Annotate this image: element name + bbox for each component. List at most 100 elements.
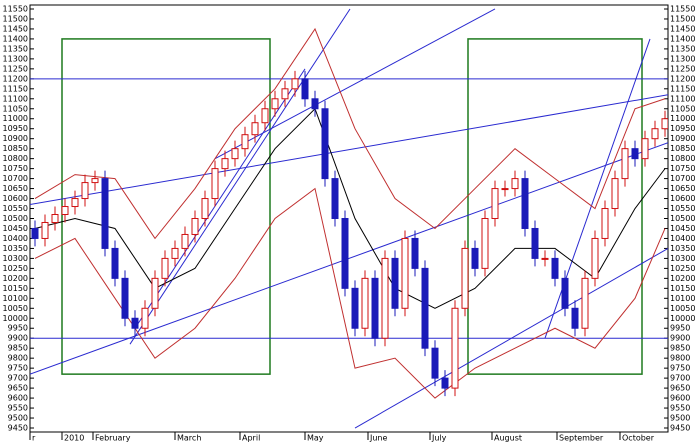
y-tick-label: 10450 [670,224,695,233]
y-tick-label: 11350 [3,44,28,53]
y-tick-label: 11500 [3,14,28,23]
candle-body [281,88,289,100]
y-tick-label: 9900 [8,334,28,343]
candle-body [561,277,569,309]
x-tick-label: June [369,434,388,443]
y-tick-label: 10600 [670,194,695,203]
trend-line [30,94,668,206]
y-tick-label: 10400 [670,234,695,243]
y-tick-label: 11150 [3,84,28,93]
y-tick-label: 9800 [670,354,690,363]
x-tick-label: March [177,434,201,443]
y-tick-label: 10850 [670,144,695,153]
candle-body [261,108,269,124]
overlays [30,8,668,429]
candle-body [351,287,359,329]
candle-body [151,277,159,309]
candle-body [651,128,659,140]
candle-body [481,218,489,269]
y-tick-label: 11450 [3,24,28,33]
y-tick-label: 11400 [670,34,695,43]
candle-body [61,206,69,216]
y-tick-label: 11300 [670,54,695,63]
indicator-line [34,187,666,399]
y-tick-label: 10200 [670,274,695,283]
candle-body [501,188,509,191]
candle-body [331,178,339,220]
indicator-line [34,107,666,309]
y-tick-label: 11450 [670,24,695,33]
y-tick-label: 10750 [670,164,695,173]
y-tick-label: 10650 [670,184,695,193]
trend-line [214,8,496,160]
y-tick-label: 9550 [8,404,28,413]
y-tick-label: 9900 [670,334,690,343]
candle-body [221,158,229,170]
y-tick-label: 10150 [670,284,695,293]
highlight-box [467,38,643,375]
candle-body [631,148,639,160]
y-tick-label: 10450 [3,224,28,233]
y-tick-label: 10800 [3,154,28,163]
candle-body [291,78,299,90]
y-tick-label: 10550 [3,204,28,213]
candle-body [111,247,119,279]
y-tick-label: 10100 [670,294,695,303]
trend-line [30,142,668,375]
y-tick-label: 11500 [670,14,695,23]
y-tick-label: 9800 [8,354,28,363]
y-tick-label: 10700 [670,174,695,183]
candle-body [361,277,369,329]
y-tick-label: 9700 [8,374,28,383]
y-tick-label: 10550 [670,204,695,213]
x-tick-label: 2010 [64,434,84,443]
candle-body [421,267,429,349]
candle-body [511,178,519,190]
y-tick-label: 9950 [670,324,690,333]
y-tick-label: 11000 [3,114,28,123]
y-tick-label: 10150 [3,284,28,293]
y-tick-label: 11350 [670,44,695,53]
y-tick-label: 11300 [3,54,28,63]
x-tick-label: February [95,434,131,443]
y-tick-label: 9450 [670,424,690,433]
candle-body [391,257,399,309]
candle-body [211,168,219,200]
y-tick-label: 11550 [670,4,695,13]
candle-body [521,178,529,229]
x-tick-label: October [622,434,655,443]
candle-body [641,138,649,160]
y-tick-label: 9450 [8,424,28,433]
candle-body [451,307,459,389]
y-tick-label: 11200 [670,74,695,83]
candle-body [371,277,379,339]
candle-body [441,377,449,389]
x-tick-label: April [242,434,260,443]
candle-body [241,134,249,150]
candle-body [401,237,409,309]
y-tick-label: 10800 [670,154,695,163]
y-tick-label: 9650 [670,384,690,393]
y-tick-label: 11050 [3,104,28,113]
candle-body [71,198,79,208]
y-tick-label: 10700 [3,174,28,183]
y-tick-label: 10250 [670,264,695,273]
y-tick-label: 11050 [670,104,695,113]
y-tick-label: 11250 [3,64,28,73]
y-tick-label: 10050 [3,304,28,313]
candle-body [581,277,589,329]
y-tick-label: 11000 [670,114,695,123]
y-tick-label: 9600 [670,394,690,403]
y-tick-label: 10750 [3,164,28,173]
candle-body [341,218,349,289]
candle-body [301,78,309,100]
candle-body [191,218,199,235]
candle-body [101,178,109,249]
y-tick-label: 11400 [3,34,28,43]
x-tick-label: July [431,434,447,443]
y-tick-label: 10600 [3,194,28,203]
y-tick-label: 10500 [3,214,28,223]
trend-line [134,68,306,329]
candle-body [311,98,319,110]
